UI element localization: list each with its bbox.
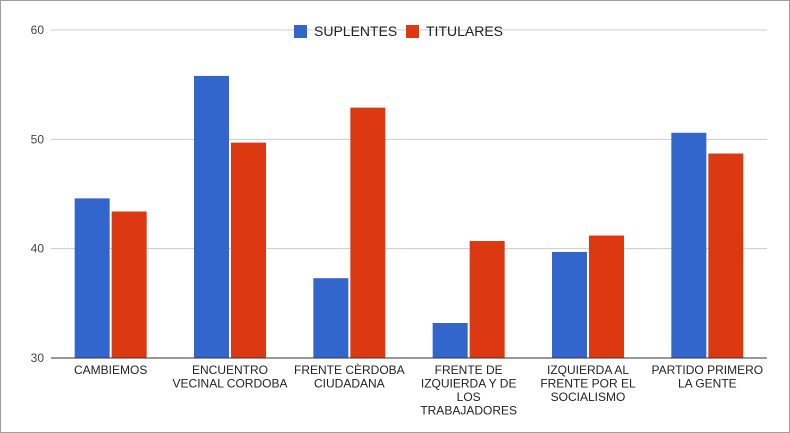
bar-titulares-6[interactable] bbox=[708, 153, 744, 358]
legend-swatch-suplentes[interactable] bbox=[294, 25, 307, 38]
y-tick-label: 30 bbox=[31, 351, 45, 365]
gridlines bbox=[51, 29, 767, 359]
bar-titulares-3[interactable] bbox=[350, 107, 386, 358]
y-tick-label: 60 bbox=[31, 23, 45, 37]
bars bbox=[51, 75, 767, 359]
x-category-label: ENCUENTRO VECINAL CORDOBA bbox=[173, 363, 288, 391]
bar-titulares-2[interactable] bbox=[231, 142, 266, 358]
x-category-label: FRENTE CÈRDOBA CIUDADANA bbox=[294, 362, 405, 391]
bar-titulares-4[interactable] bbox=[469, 241, 505, 358]
bar-suplentes-6[interactable] bbox=[671, 132, 707, 358]
y-axis-ticks: 30 40 50 60 bbox=[31, 23, 45, 365]
legend-swatch-titulares[interactable] bbox=[406, 25, 419, 38]
x-axis-categories: CAMBIEMOS ENCUENTRO VECINAL CORDOBAFRENTE … bbox=[74, 362, 763, 418]
x-category-label: IZQUIERDA AL FRENTE POR EL SOCIALISMO bbox=[540, 363, 636, 404]
legend[interactable]: SUPLENTES TITULARES bbox=[294, 23, 503, 39]
y-tick-label: 40 bbox=[31, 242, 45, 256]
x-category-label: FRENTE DE IZQUIERDA Y DE LOS TRABAJADORES bbox=[420, 363, 517, 418]
bar-suplentes-4[interactable] bbox=[432, 323, 468, 358]
bar-titulares-5[interactable] bbox=[589, 235, 624, 358]
x-category-label: CAMBIEMOS bbox=[74, 363, 147, 377]
bar-suplentes-2[interactable] bbox=[194, 75, 229, 359]
x-category-label: PARTIDO PRIMERO LA GENTE bbox=[652, 363, 764, 391]
bar-suplentes-1[interactable] bbox=[74, 198, 110, 358]
y-tick-label: 50 bbox=[31, 132, 45, 146]
bar-titulares-1[interactable] bbox=[111, 211, 147, 358]
legend-label-titulares[interactable]: TITULARES bbox=[426, 23, 503, 39]
bar-suplentes-5[interactable] bbox=[552, 251, 587, 358]
legend-label-suplentes[interactable]: SUPLENTES bbox=[314, 23, 397, 39]
bar-suplentes-3[interactable] bbox=[313, 278, 349, 358]
